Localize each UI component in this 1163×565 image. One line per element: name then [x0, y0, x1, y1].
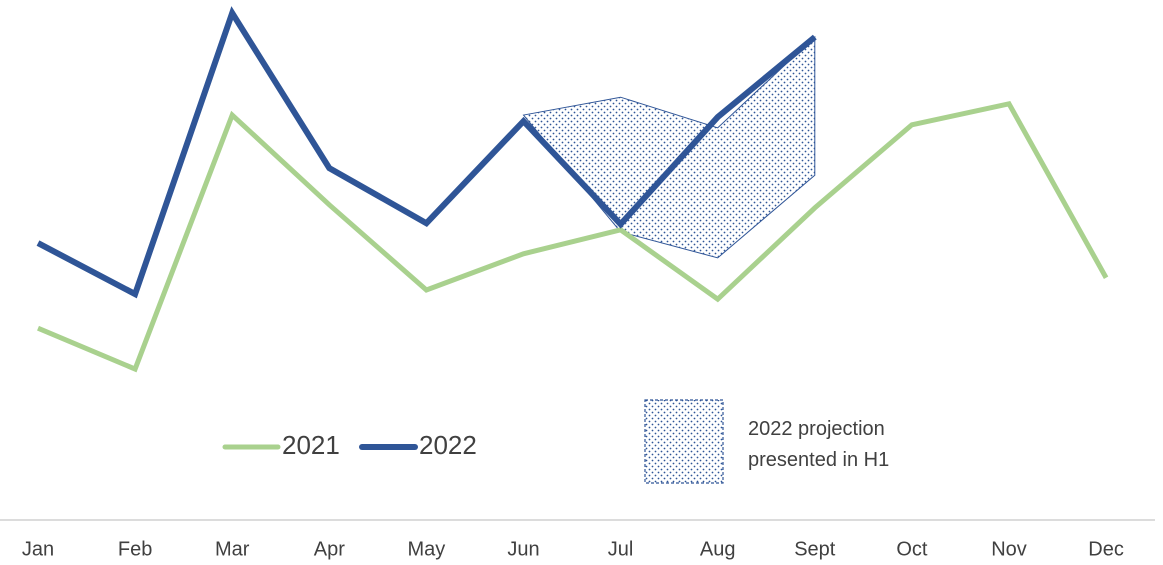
legend-label: 2022: [419, 430, 477, 460]
x-tick-label: Jan: [22, 538, 54, 560]
x-tick-label: May: [408, 538, 446, 560]
legend-label: 2022 projection presented in H1: [748, 418, 890, 471]
x-tick-label: Mar: [215, 538, 250, 560]
x-tick-label: Apr: [314, 538, 345, 560]
legend-label: 2021: [282, 430, 340, 460]
x-tick-label: Sept: [794, 538, 836, 560]
x-tick-label: Oct: [896, 538, 928, 560]
x-tick-label: Jun: [507, 538, 539, 560]
x-tick-label: Nov: [991, 538, 1027, 560]
series-line: [36, 6, 817, 299]
series-line: [37, 101, 1109, 373]
x-tick-label: Jul: [608, 538, 634, 560]
x-tick-label: Feb: [118, 538, 152, 560]
legend-swatch: [644, 399, 724, 484]
x-tick-label: Dec: [1088, 538, 1124, 560]
x-tick-label: Aug: [700, 538, 736, 560]
